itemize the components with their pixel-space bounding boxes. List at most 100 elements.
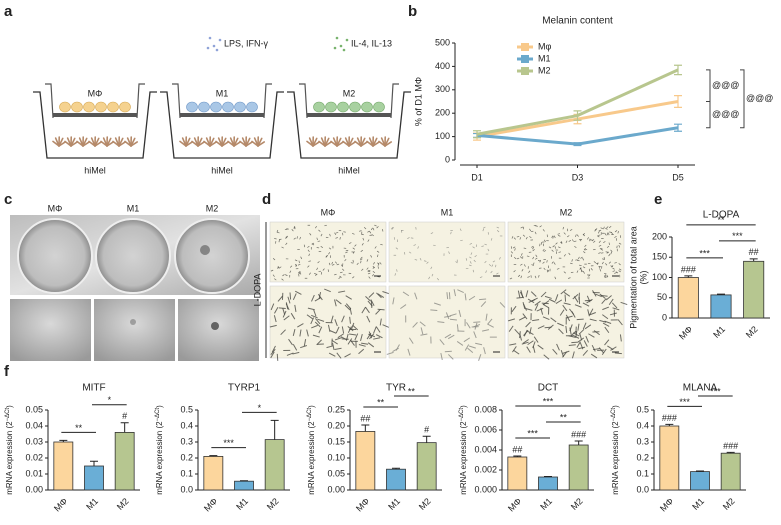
- y-tick-label: 0.4: [636, 420, 649, 430]
- chart-title: L-DOPA: [703, 210, 740, 221]
- cell-trace: [572, 294, 579, 300]
- cell-trace: [589, 312, 596, 316]
- cell-trace: [529, 327, 532, 335]
- x-tick-label: MΦ: [202, 496, 219, 513]
- cell-trace: [374, 224, 377, 227]
- y-tick-label: 300: [435, 84, 450, 94]
- y-tick-label: 0: [445, 154, 450, 164]
- cell-trace: [394, 273, 397, 276]
- cell-trace: [568, 335, 576, 338]
- cell-trace: [315, 273, 318, 276]
- cell-trace: [423, 260, 427, 262]
- micro-label: MΦ: [321, 207, 336, 217]
- row-label: L-DOPA: [252, 274, 262, 307]
- cell-trace: [591, 239, 595, 242]
- cell-trace: [601, 348, 607, 356]
- cell-trace: [525, 307, 533, 311]
- bar: [84, 465, 104, 491]
- cell-trace: [376, 292, 382, 299]
- cell-trace: [318, 326, 323, 334]
- cell-trace: [317, 318, 325, 322]
- cell-trace: [568, 277, 571, 279]
- x-tick-label: M2: [265, 496, 281, 512]
- cell-trace: [553, 235, 556, 239]
- y-tick-label: 0.2: [180, 452, 193, 462]
- cell-trace: [598, 229, 602, 232]
- cell-label: M1: [216, 88, 229, 98]
- significance-label: **: [408, 386, 416, 396]
- x-tick-label: MΦ: [658, 496, 675, 513]
- melanocyte: [366, 140, 374, 147]
- cell-trace: [508, 318, 515, 322]
- cell-trace: [592, 348, 600, 351]
- cell-trace: [458, 309, 462, 317]
- y-tick-label: 0.25: [327, 404, 345, 414]
- cell-trace: [520, 275, 522, 279]
- cell-trace: [372, 271, 376, 274]
- cell-trace: [334, 337, 342, 341]
- bar: [659, 425, 680, 491]
- cell-trace: [469, 243, 473, 245]
- cell-trace: [614, 272, 617, 274]
- cell-trace: [537, 325, 545, 330]
- cell-trace: [339, 237, 341, 240]
- cell-trace: [446, 292, 449, 300]
- cell-trace: [526, 346, 531, 353]
- cell-trace: [539, 225, 542, 228]
- cell-trace: [540, 307, 544, 315]
- cell-trace: [617, 230, 620, 234]
- cell-trace: [297, 323, 304, 328]
- cell-trace: [271, 345, 276, 353]
- cell-trace: [335, 237, 338, 239]
- melanocyte: [124, 140, 132, 147]
- cell-trace: [600, 294, 608, 297]
- cell-trace: [595, 228, 598, 231]
- cell-trace: [560, 350, 564, 357]
- cell-trace: [293, 226, 295, 229]
- legend-marker: [521, 43, 529, 51]
- y-axis-label-part: −ΔCt: [5, 408, 11, 422]
- y-axis-label: mRNA expression (2−ΔCt): [5, 405, 15, 495]
- cell-trace: [274, 307, 279, 314]
- cell-trace: [463, 337, 471, 343]
- cell-trace: [352, 233, 355, 235]
- cell-trace: [604, 339, 610, 346]
- cell-trace: [325, 255, 328, 258]
- cell-trace: [308, 253, 310, 257]
- cell: [83, 101, 95, 113]
- y-tick-label: 0.5: [180, 404, 193, 414]
- cell-trace: [292, 293, 297, 300]
- cell-trace: [298, 272, 301, 274]
- cell-trace: [328, 247, 332, 250]
- y-axis-label-part: ): [611, 405, 620, 408]
- cell-trace: [272, 258, 276, 261]
- cell-trace: [570, 262, 573, 265]
- cell-trace: [522, 313, 528, 320]
- cell-trace: [335, 326, 340, 334]
- cell-trace: [584, 249, 588, 251]
- y-tick-label: 0.000: [474, 484, 497, 494]
- y-tick-label: 0.1: [180, 468, 193, 478]
- cell-trace: [379, 318, 382, 326]
- cell-trace: [287, 296, 291, 304]
- y-tick-label: 0.05: [25, 404, 43, 414]
- melanocyte: [100, 140, 108, 147]
- cell-trace: [456, 324, 459, 332]
- cell-trace: [474, 255, 477, 258]
- cell-trace: [407, 348, 411, 356]
- error-bar: [726, 451, 735, 454]
- cell-trace: [317, 293, 323, 301]
- cell-trace: [283, 315, 290, 321]
- bar-annotation: ###: [681, 264, 696, 274]
- cell-trace: [467, 347, 474, 353]
- base-label: hiMel: [338, 165, 360, 175]
- bar: [53, 441, 74, 491]
- cell-trace: [571, 239, 574, 242]
- bar-annotation: ###: [662, 413, 677, 423]
- cell-trace: [582, 302, 590, 307]
- cell-trace: [395, 247, 399, 250]
- x-tick-label: M1: [386, 496, 402, 512]
- cell-trace: [284, 274, 288, 276]
- cell-trace: [606, 274, 609, 278]
- cell-trace: [496, 226, 500, 229]
